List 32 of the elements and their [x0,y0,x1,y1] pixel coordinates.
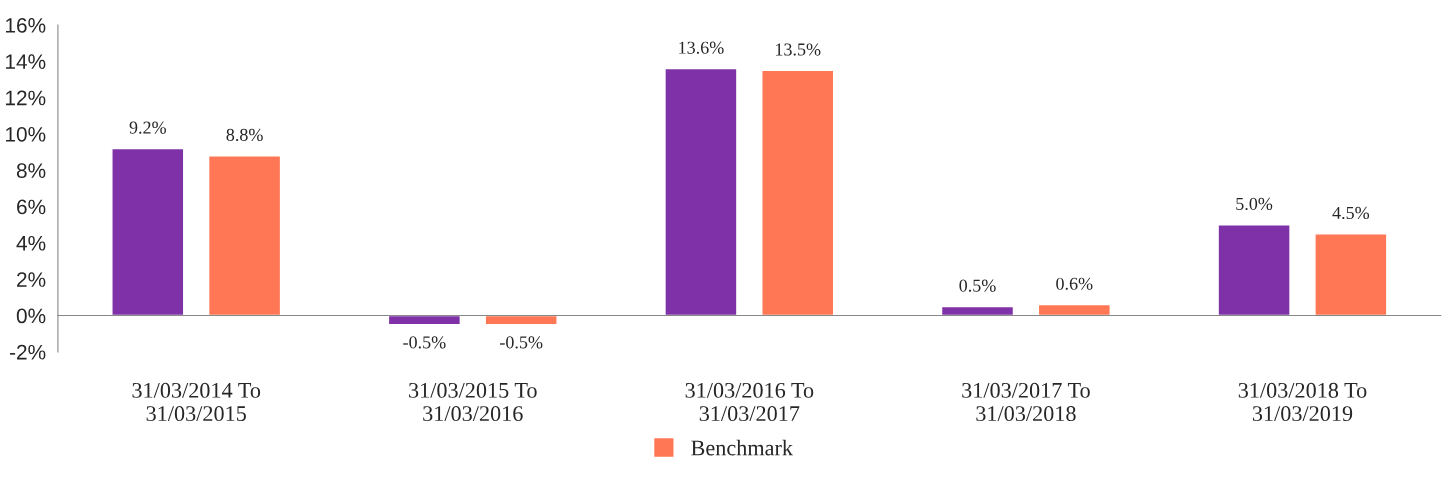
data-label: 13.6% [679,41,724,54]
y-tick-label: 4% [16,235,46,251]
bar [207,155,282,317]
y-tick-label: 10% [6,126,46,142]
data-label: 8.8% [226,128,263,142]
y-tick-label: 6% [17,199,46,215]
y-tick-label: 12% [6,90,46,106]
y-tick-label: 0% [16,308,46,324]
data-label: 4.5% [1332,206,1370,220]
data-label: 5.0% [1236,197,1273,211]
y-tick-label: 2% [17,272,46,287]
data-label: -0.5% [403,336,446,349]
data-label: 0.5% [959,279,996,292]
x-tick-label: 31/03/2016 To 31/03/2017 [685,382,814,422]
data-label: -0.5% [500,336,543,349]
legend-label: Benchmark [691,439,793,456]
y-tick-label: -2% [9,344,46,360]
y-tick-label: 16% [6,17,46,33]
data-label: 13.5% [776,43,821,56]
x-tick-label: 31/03/2017 To 31/03/2018 [962,382,1090,422]
y-tick-label: 8% [16,163,46,178]
x-tick-label: 31/03/2014 To 31/03/2015 [132,382,261,422]
bar [111,147,185,317]
bar [1217,224,1291,317]
x-tick-label: 31/03/2015 To 31/03/2016 [409,382,537,422]
x-tick-label: 31/03/2018 To 31/03/2019 [1238,382,1367,422]
data-label: 9.2% [129,121,166,134]
data-label: 0.6% [1056,277,1093,290]
y-tick-label: 14% [6,54,46,69]
bar [664,67,738,317]
bar [761,69,835,317]
bar [1314,233,1388,317]
